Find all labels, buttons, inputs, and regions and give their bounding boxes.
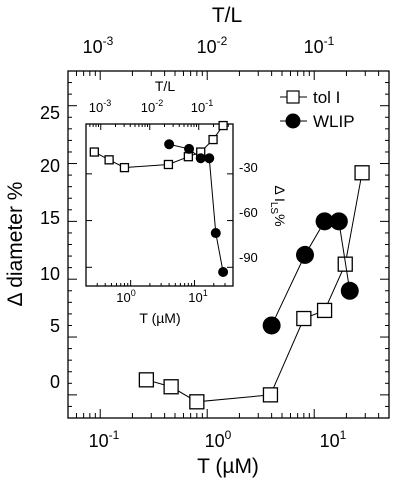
inset-marker-wlip-2 bbox=[195, 153, 206, 164]
inset-ticks bbox=[85, 124, 234, 286]
y-tick-label-20: 20 bbox=[40, 156, 60, 176]
main-series-layer bbox=[138, 165, 370, 410]
inset-marker-tol-i-2 bbox=[119, 162, 130, 173]
legend-label-wlip: WLIP bbox=[313, 112, 355, 131]
main-marker-wlip-4 bbox=[340, 281, 359, 300]
inset-y-tick-label-m30: -30 bbox=[239, 160, 258, 175]
inset-marker-wlip-3 bbox=[204, 153, 215, 164]
inset-x-axis-title: T (µM) bbox=[139, 310, 180, 326]
main-series-line-1 bbox=[271, 220, 351, 326]
legend-marker-wlip bbox=[285, 113, 301, 129]
inset-series-layer bbox=[89, 120, 229, 277]
inset-plot-frame bbox=[85, 123, 234, 287]
main-marker-tol-i-7 bbox=[354, 165, 370, 181]
x-tick-label-1: 100 bbox=[205, 428, 232, 451]
inset-marker-tol-i-7 bbox=[218, 120, 228, 131]
main-marker-tol-i-3 bbox=[262, 387, 279, 403]
inset-x2-tick-label-2: 10-1 bbox=[191, 98, 213, 115]
inset-marker-wlip-0 bbox=[164, 139, 175, 150]
main-marker-tol-i-5 bbox=[316, 302, 333, 319]
inset-x2-axis-title: T/L bbox=[155, 78, 175, 94]
inset-x-tick-label-0: 100 bbox=[116, 288, 135, 305]
inset-x2-tick-label-0: 10-3 bbox=[89, 98, 111, 115]
main-marker-tol-i-0 bbox=[138, 372, 155, 388]
inset-marker-wlip-5 bbox=[218, 266, 229, 277]
inset-x2-tick-label-1: 10-2 bbox=[141, 98, 163, 115]
y-tick-label-15: 15 bbox=[40, 208, 60, 228]
legend-marker-tol-i bbox=[286, 90, 300, 104]
main-marker-tol-i-4 bbox=[296, 310, 312, 327]
x-tick-label-2: 101 bbox=[320, 428, 347, 451]
x-tick-label-0: 10-1 bbox=[89, 428, 120, 451]
y-tick-label-0: 0 bbox=[50, 372, 60, 392]
x-axis-title: T (µM) bbox=[197, 455, 259, 478]
inset-marker-wlip-1 bbox=[184, 143, 195, 154]
inset-marker-wlip-4 bbox=[210, 228, 221, 239]
main-marker-wlip-1 bbox=[295, 245, 314, 264]
main-ticks bbox=[67, 70, 390, 419]
legend: tol I WLIP bbox=[280, 88, 355, 131]
legend-entry-wlip: WLIP bbox=[280, 112, 355, 131]
inset-marker-tol-i-0 bbox=[89, 147, 99, 157]
main-marker-tol-i-1 bbox=[163, 379, 179, 395]
main-marker-tol-i-2 bbox=[189, 394, 205, 410]
y-tick-label-10: 10 bbox=[40, 264, 60, 284]
y-axis-title: Δ diameter % bbox=[4, 182, 27, 307]
x2-axis-title: T/L bbox=[212, 4, 242, 27]
legend-entry-tol-i: tol I bbox=[280, 88, 340, 107]
x2-tick-label-1: 10-2 bbox=[197, 34, 228, 57]
main-marker-wlip-0 bbox=[262, 316, 281, 335]
inset-marker-tol-i-6 bbox=[208, 134, 218, 145]
inset-marker-tol-i-3 bbox=[163, 159, 174, 170]
inset-marker-tol-i-4 bbox=[183, 152, 193, 162]
inset-marker-tol-i-1 bbox=[104, 155, 114, 165]
main-marker-wlip-3 bbox=[329, 212, 348, 231]
x2-tick-label-0: 10-3 bbox=[83, 34, 114, 57]
inset-x-tick-label-1: 101 bbox=[188, 288, 207, 305]
inset-y-tick-label-m90: -90 bbox=[239, 250, 258, 265]
x2-tick-label-2: 10-1 bbox=[304, 34, 335, 57]
inset-background bbox=[86, 124, 233, 286]
inset-y-tick-label-m60: -60 bbox=[239, 205, 258, 220]
legend-label-tol-i: tol I bbox=[313, 88, 340, 107]
main-marker-wlip-2 bbox=[315, 212, 334, 231]
y-tick-label-5: 5 bbox=[50, 316, 60, 336]
y-tick-label-25: 25 bbox=[40, 103, 60, 123]
inset-y-axis-title: Δ ILS% bbox=[268, 185, 288, 226]
